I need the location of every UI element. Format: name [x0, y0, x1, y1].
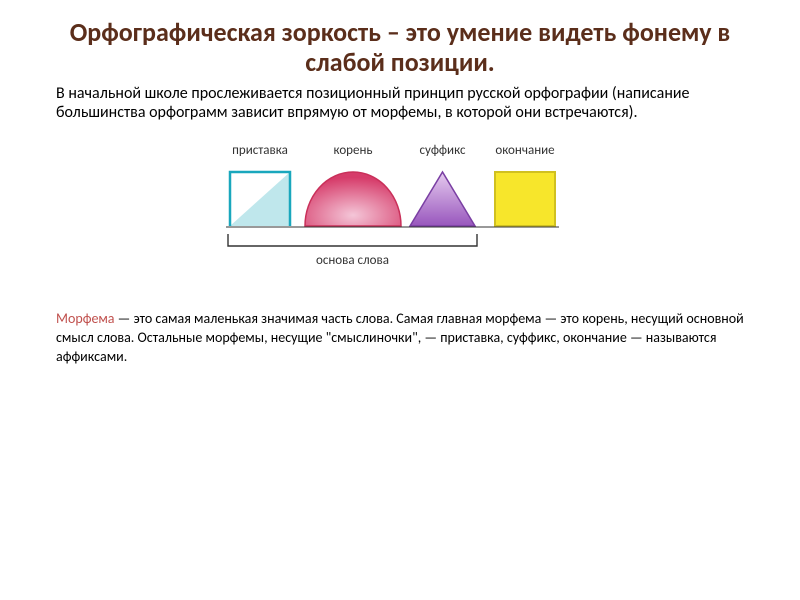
slide-subtitle: В начальной школе прослеживается позицио…	[56, 84, 744, 122]
morpheme-diagram: приставка корень суффикс окончание основа сл…	[210, 136, 590, 286]
definition-term: Морфема	[56, 310, 115, 327]
diagram-bottom-label: основа слова	[316, 253, 389, 268]
diagram-label-2: суффикс	[420, 143, 466, 158]
diagram-label-1: корень	[333, 143, 372, 158]
morpheme-diagram-wrap: приставка корень суффикс окончание основа сл…	[56, 136, 744, 286]
diagram-label-0: приставка	[232, 143, 288, 158]
slide: Орфографическая зоркость – это умение ви…	[0, 0, 800, 600]
diagram-label-3: окончание	[495, 143, 554, 158]
slide-title: Орфографическая зоркость – это умение ви…	[56, 18, 744, 78]
definition-body: — это самая маленькая значимая часть сло…	[56, 310, 744, 365]
definition-paragraph: Морфема — это самая маленькая значимая ч…	[56, 310, 744, 367]
